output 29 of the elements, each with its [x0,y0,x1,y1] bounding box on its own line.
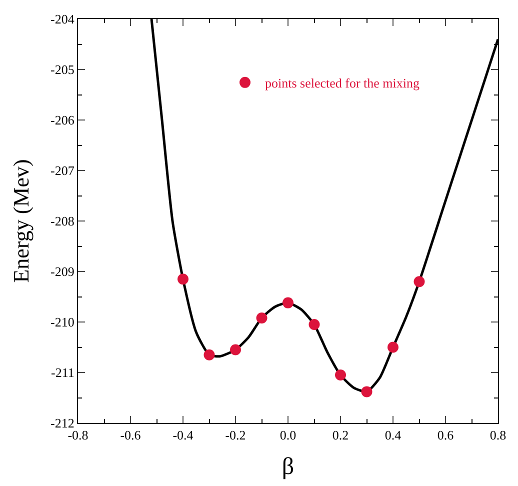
point [178,274,188,285]
x-tick-label: -0.6 [120,428,142,443]
x-axis-title: β [282,454,294,480]
x-tick-label: 0.2 [332,428,349,443]
y-tick-label: -205 [50,62,74,78]
point [308,319,320,330]
point [388,342,398,353]
x-tick-label: 0.4 [384,428,402,443]
legend-label: points selected for the mixing [265,76,420,90]
y-tick-label: -209 [50,264,74,280]
x-tick-label: -0.4 [172,428,194,443]
point [335,370,346,381]
y-axis-title: Energy (Mev) [8,159,34,283]
y-tick-label: -204 [50,12,75,27]
y-tick-label: -210 [50,314,74,330]
point [414,276,425,288]
x-tick-label: -0.2 [225,428,246,443]
y-tick-label: -208 [50,214,74,229]
point [230,344,241,356]
x-tick-label: 0.6 [437,428,454,443]
x-tick-label: 0.0 [280,428,296,443]
x-tick-label: 0.8 [490,428,506,443]
y-tick-label: -206 [50,112,75,128]
point [361,386,372,398]
point [256,312,268,324]
point [204,349,215,360]
y-tick-label: -211 [51,365,74,380]
y-tick-label: -207 [50,163,75,178]
point [282,297,294,308]
